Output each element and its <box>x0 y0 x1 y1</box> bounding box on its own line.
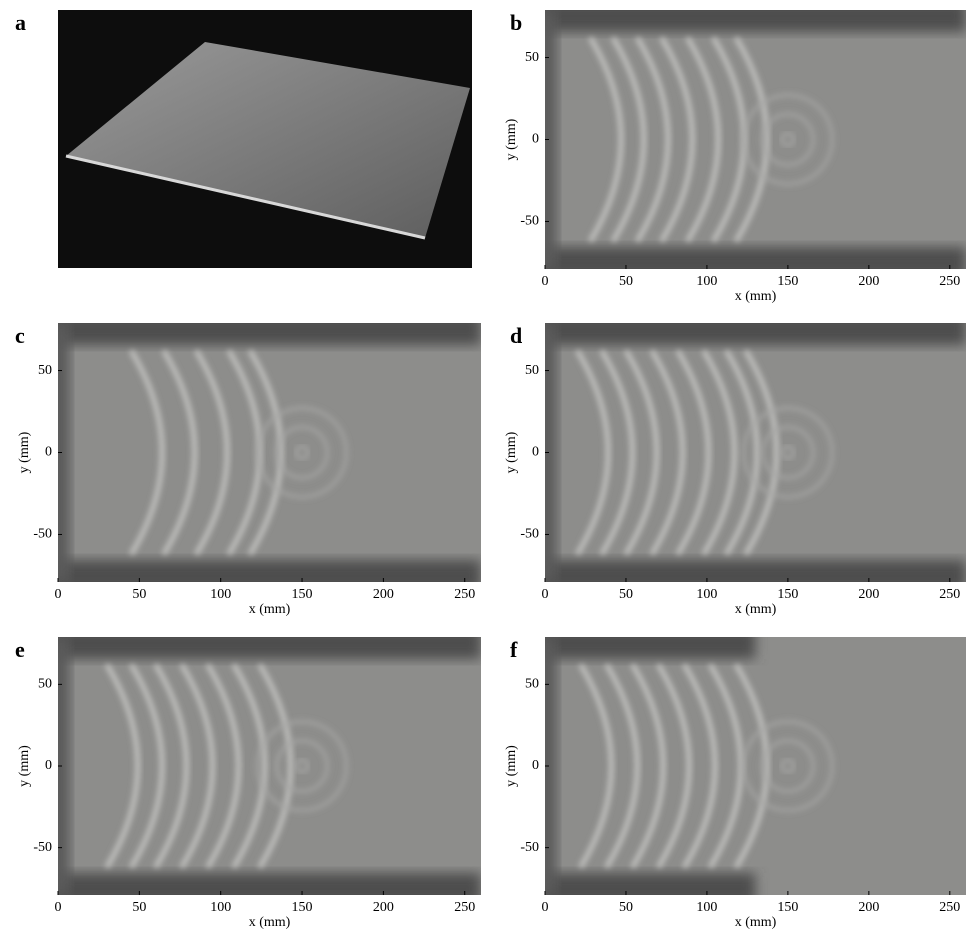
panel-label: b <box>510 10 522 35</box>
dark-band-top <box>535 313 966 345</box>
y-tick-label: 50 <box>525 363 539 378</box>
x-tick-label: 250 <box>454 900 475 915</box>
x-axis-label: x (mm) <box>249 602 291 617</box>
y-axis-label: y (mm) <box>17 745 32 787</box>
dark-band-bottom <box>535 873 756 905</box>
y-tick-label: -50 <box>520 840 539 855</box>
x-tick-label: 0 <box>55 900 62 915</box>
x-tick-label: 100 <box>210 900 231 915</box>
panel-label: f <box>510 637 518 662</box>
x-tick-label: 0 <box>55 587 62 602</box>
y-tick-label: 0 <box>532 445 539 460</box>
x-tick-label: 0 <box>542 900 549 915</box>
x-tick-label: 50 <box>132 587 146 602</box>
dark-band-bottom <box>48 873 481 905</box>
y-tick-label: 0 <box>45 758 52 773</box>
wave-image <box>535 0 966 279</box>
x-tick-label: 0 <box>542 274 549 289</box>
y-tick-label: -50 <box>520 214 539 229</box>
x-tick-label: 100 <box>696 900 717 915</box>
dark-band-bottom <box>535 247 966 279</box>
wave-image <box>48 313 481 592</box>
y-tick-label: 0 <box>532 132 539 147</box>
x-axis-label: x (mm) <box>735 289 777 304</box>
dark-band-top <box>48 627 481 659</box>
x-tick-label: 100 <box>696 274 717 289</box>
x-tick-label: 250 <box>939 900 960 915</box>
y-tick-label: -50 <box>520 527 539 542</box>
dark-band-bottom <box>48 560 481 592</box>
y-axis-label: y (mm) <box>17 431 32 473</box>
x-tick-label: 150 <box>777 274 798 289</box>
x-tick-label: 0 <box>542 587 549 602</box>
wave-image <box>48 627 481 905</box>
y-tick-label: 0 <box>532 758 539 773</box>
y-tick-label: -50 <box>33 527 52 542</box>
x-tick-label: 250 <box>454 587 475 602</box>
y-tick-label: 0 <box>45 445 52 460</box>
y-tick-label: 50 <box>38 363 52 378</box>
y-tick-label: 50 <box>38 677 52 692</box>
dark-band-top <box>48 313 481 345</box>
dark-band-top <box>535 0 966 32</box>
x-tick-label: 200 <box>858 274 879 289</box>
x-tick-label: 150 <box>292 900 313 915</box>
y-tick-label: -50 <box>33 840 52 855</box>
x-tick-label: 200 <box>373 900 394 915</box>
wave-image <box>535 313 966 592</box>
x-axis-label: x (mm) <box>735 602 777 617</box>
x-tick-label: 250 <box>939 274 960 289</box>
panel-label: c <box>15 323 25 348</box>
x-tick-label: 250 <box>939 587 960 602</box>
x-tick-label: 200 <box>373 587 394 602</box>
figure: a b 0 50 100 150 200 250 -50 0 50 x (mm) y (mm) c 0 50 1… <box>0 0 966 932</box>
x-tick-label: 150 <box>777 900 798 915</box>
panel-label: d <box>510 323 522 348</box>
x-tick-label: 100 <box>210 587 231 602</box>
x-axis-label: x (mm) <box>249 915 291 930</box>
x-tick-label: 150 <box>777 587 798 602</box>
dark-band-bottom <box>535 560 966 592</box>
x-tick-label: 200 <box>858 900 879 915</box>
wave-image <box>535 627 966 905</box>
x-axis-label: x (mm) <box>735 915 777 930</box>
panel-label: e <box>15 637 25 662</box>
image-bg <box>545 637 966 895</box>
y-axis-label: y (mm) <box>504 118 519 160</box>
y-axis-label: y (mm) <box>504 431 519 473</box>
x-tick-label: 150 <box>292 587 313 602</box>
panel-label: a <box>15 10 26 35</box>
x-tick-label: 100 <box>696 587 717 602</box>
x-tick-label: 50 <box>132 900 146 915</box>
y-tick-label: 50 <box>525 50 539 65</box>
y-tick-label: 50 <box>525 677 539 692</box>
x-tick-label: 50 <box>619 587 633 602</box>
x-tick-label: 50 <box>619 274 633 289</box>
x-tick-label: 50 <box>619 900 633 915</box>
x-tick-label: 200 <box>858 587 879 602</box>
dark-band-top <box>535 627 756 659</box>
y-axis-label: y (mm) <box>504 745 519 787</box>
